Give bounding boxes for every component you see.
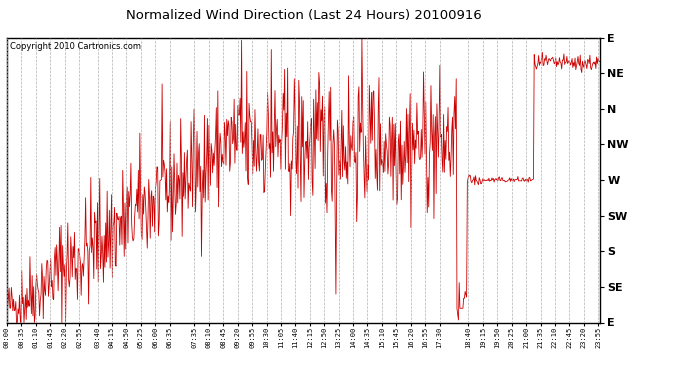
Text: Copyright 2010 Cartronics.com: Copyright 2010 Cartronics.com [10, 42, 141, 51]
Text: Normalized Wind Direction (Last 24 Hours) 20100916: Normalized Wind Direction (Last 24 Hours… [126, 9, 482, 22]
